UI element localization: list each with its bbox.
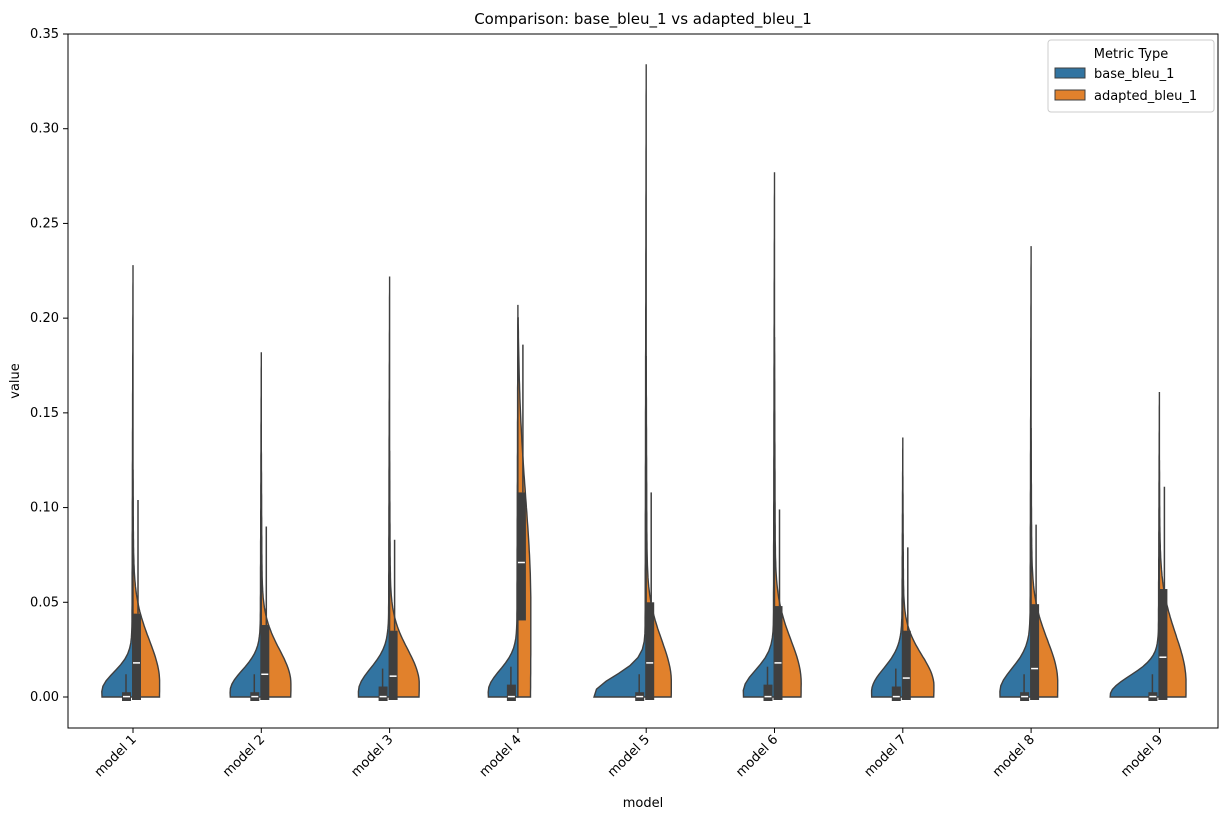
legend-label-adapted: adapted_bleu_1 <box>1094 89 1197 104</box>
violin-half-base <box>999 246 1032 698</box>
y-tick-label: 0.10 <box>30 501 59 516</box>
legend-label-base: base_bleu_1 <box>1094 67 1174 82</box>
violin-group-6 <box>742 172 802 701</box>
box-adapted <box>260 625 270 700</box>
violin-half-base <box>101 265 134 698</box>
box-adapted <box>388 630 398 700</box>
violin-group-2 <box>229 352 292 701</box>
legend-frame <box>1047 39 1215 113</box>
violin-group-4 <box>487 304 532 701</box>
chart-title: Comparison: base_bleu_1 vs adapted_bleu_… <box>474 10 812 29</box>
x-tick-label: model 7 <box>862 732 910 780</box>
box-base <box>891 686 901 701</box>
violin-half-base <box>229 352 262 698</box>
box-base <box>763 684 773 701</box>
violin-half-base <box>1109 392 1161 698</box>
box-adapted <box>132 613 141 700</box>
y-tick-label: 0.00 <box>30 690 59 705</box>
violin-group-5 <box>593 64 672 701</box>
x-tick-label: model 2 <box>220 732 268 780</box>
x-tick-label: model 3 <box>348 732 396 780</box>
box-adapted <box>1030 604 1040 700</box>
box-adapted <box>516 492 526 621</box>
y-tick-label: 0.35 <box>30 27 59 42</box>
x-tick-label: model 5 <box>605 732 653 780</box>
legend-title: Metric Type <box>1094 47 1168 62</box>
box-adapted <box>645 602 655 700</box>
violin-half-base <box>742 172 776 698</box>
x-tick-label: model 8 <box>990 732 1038 780</box>
box-adapted <box>773 606 783 700</box>
violin-group-8 <box>999 246 1059 701</box>
legend: Metric Type base_bleu_1 adapted_bleu_1 <box>1047 39 1215 113</box>
violins <box>101 64 1187 701</box>
x-tick-label: model 1 <box>92 732 140 780</box>
violin-half-base <box>870 437 904 698</box>
legend-swatch-adapted <box>1054 89 1086 101</box>
box-adapted <box>1158 589 1168 700</box>
y-tick-label: 0.15 <box>30 406 59 421</box>
box-base <box>506 684 516 701</box>
violin-group-1 <box>101 265 161 701</box>
violin-group-7 <box>870 437 935 701</box>
x-axis: model 1 model 2 model 3 model 4 model 5 model… <box>92 728 1166 780</box>
violin-half-base <box>357 276 391 698</box>
x-tick-label: model 4 <box>477 732 525 780</box>
y-axis-label: value <box>8 363 23 399</box>
violin-group-3 <box>357 276 420 701</box>
plot-frame <box>67 33 1219 729</box>
legend-swatch-base <box>1054 67 1086 79</box>
x-tick-label: model 6 <box>733 732 781 780</box>
violin-half-base <box>593 64 647 698</box>
box-adapted <box>901 630 911 700</box>
x-axis-label: model <box>623 796 663 811</box>
x-tick-label: model 9 <box>1118 732 1166 780</box>
y-axis: 0.00 0.05 0.10 0.15 0.20 0.25 0.30 0.35 <box>30 27 68 705</box>
y-tick-label: 0.05 <box>30 595 59 610</box>
violin-half-base <box>487 304 519 698</box>
box-base <box>378 686 388 701</box>
violin-group-9 <box>1109 392 1187 701</box>
y-tick-label: 0.30 <box>30 122 59 137</box>
y-tick-label: 0.20 <box>30 311 59 326</box>
y-tick-label: 0.25 <box>30 216 59 231</box>
